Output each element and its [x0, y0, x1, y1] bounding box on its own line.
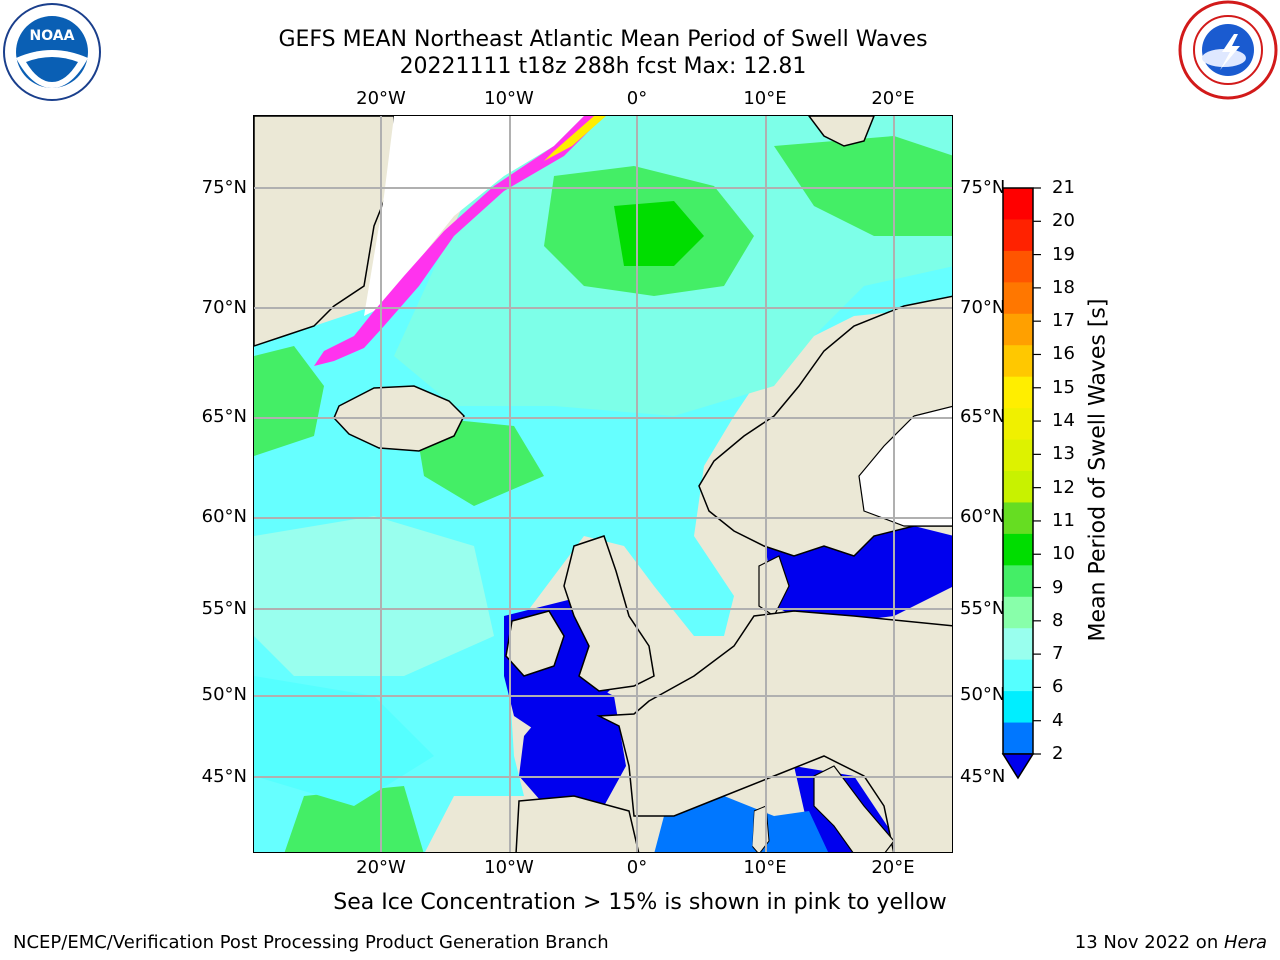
map-title: GEFS MEAN Northeast Atlantic Mean Period… [278, 27, 928, 52]
colorbar-segment [1003, 408, 1033, 441]
lon-tick-top-10e: 10°E [743, 88, 787, 109]
colorbar-segment [1003, 533, 1033, 566]
colorbar-tick-label: 7 [1052, 643, 1064, 665]
colorbar-extend-arrow [1001, 753, 1035, 780]
colorbar-segment [1003, 659, 1033, 692]
lat-tick-left-70n: 70°N [201, 297, 247, 318]
colorbar-tick-label: 19 [1052, 243, 1075, 265]
lon-tick-bottom-20e: 20°E [871, 857, 915, 878]
colorbar-segment [1003, 502, 1033, 535]
colorbar-segment [1003, 565, 1033, 598]
colorbar-segment [1003, 376, 1033, 409]
colorbar-segment [1003, 596, 1033, 629]
footer-date-text: 13 Nov 2022 on [1074, 932, 1224, 953]
lon-tick-top-20w: 20°W [356, 88, 406, 109]
footer-date: 13 Nov 2022 on Hera [1075, 932, 1267, 953]
colorbar-tick-label: 20 [1052, 210, 1075, 232]
lat-tick-right-60n: 60°N [960, 506, 1006, 527]
colorbar-segment [1003, 439, 1033, 472]
lat-tick-right-45n: 45°N [960, 766, 1006, 787]
lat-tick-right-55n: 55°N [960, 598, 1006, 619]
colorbar-tick-label: 14 [1052, 410, 1075, 432]
colorbar-tick-label: 9 [1052, 576, 1064, 598]
lon-tick-top-10w: 10°W [484, 88, 534, 109]
colorbar-segment [1003, 722, 1033, 755]
lat-tick-left-50n: 50°N [201, 684, 247, 705]
colorbar-label: Mean Period of Swell Waves [s] [1085, 298, 1111, 642]
colorbar-tick-label: 6 [1052, 676, 1064, 698]
noaa-logo-icon: NOAA [2, 2, 102, 102]
footer-host: Hera [1223, 932, 1267, 953]
colorbar-segment [1003, 628, 1033, 661]
lon-tick-top-20e: 20°E [871, 88, 915, 109]
colorbar-segment [1003, 250, 1033, 283]
colorbar-tick-label: 10 [1052, 543, 1075, 565]
colorbar-segment [1003, 282, 1033, 315]
lon-tick-top-0: 0° [626, 88, 648, 109]
colorbar-segment [1003, 345, 1033, 378]
lat-tick-left-45n: 45°N [201, 766, 247, 787]
lat-tick-right-50n: 50°N [960, 684, 1006, 705]
lat-tick-right-75n: 75°N [960, 177, 1006, 198]
colorbar-segment [1003, 691, 1033, 724]
lat-tick-right-65n: 65°N [960, 406, 1006, 427]
lat-tick-right-70n: 70°N [960, 297, 1006, 318]
colorbar-tick-label: 4 [1052, 709, 1064, 731]
colorbar-segment [1003, 188, 1033, 220]
colorbar-tick-label: 16 [1052, 343, 1075, 365]
lat-tick-left-65n: 65°N [201, 406, 247, 427]
colorbar [1001, 187, 1041, 780]
map-subtitle: 20221111 t18z 288h fcst Max: 12.81 [399, 54, 807, 79]
lon-tick-bottom-0: 0° [626, 857, 648, 878]
colorbar-tick-label: 12 [1052, 476, 1075, 498]
lat-tick-left-75n: 75°N [201, 177, 247, 198]
lon-tick-bottom-20w: 20°W [356, 857, 406, 878]
colorbar-tick-label: 18 [1052, 276, 1075, 298]
lon-tick-bottom-10e: 10°E [743, 857, 787, 878]
swell-period-map [253, 115, 953, 853]
colorbar-tick-label: 2 [1052, 743, 1064, 764]
footer-credit: NCEP/EMC/Verification Post Processing Pr… [13, 932, 609, 953]
lat-tick-left-60n: 60°N [201, 506, 247, 527]
sea-ice-note: Sea Ice Concentration > 15% is shown in … [333, 890, 947, 915]
lon-tick-bottom-10w: 10°W [484, 857, 534, 878]
colorbar-tick-label: 17 [1052, 310, 1075, 332]
lat-tick-left-55n: 55°N [201, 598, 247, 619]
colorbar-tick-label: 11 [1052, 509, 1075, 531]
colorbar-segment [1003, 219, 1033, 252]
noaa-logo-text: NOAA [30, 28, 75, 44]
nws-logo-icon [1178, 0, 1278, 100]
colorbar-tick-label: 13 [1052, 443, 1075, 465]
colorbar-segment [1003, 471, 1033, 503]
colorbar-segment [1003, 313, 1033, 346]
colorbar-tick-label: 15 [1052, 376, 1075, 398]
colorbar-tick-label: 8 [1052, 609, 1064, 631]
colorbar-tick-label: 21 [1052, 177, 1075, 198]
